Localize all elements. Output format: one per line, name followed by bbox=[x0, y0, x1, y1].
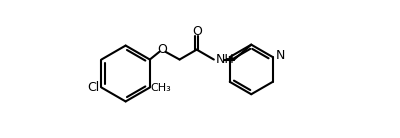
Text: O: O bbox=[158, 43, 167, 56]
Text: O: O bbox=[192, 25, 202, 38]
Text: NH: NH bbox=[216, 53, 234, 66]
Text: N: N bbox=[276, 49, 285, 62]
Text: Cl: Cl bbox=[87, 81, 100, 94]
Text: CH₃: CH₃ bbox=[151, 83, 172, 93]
